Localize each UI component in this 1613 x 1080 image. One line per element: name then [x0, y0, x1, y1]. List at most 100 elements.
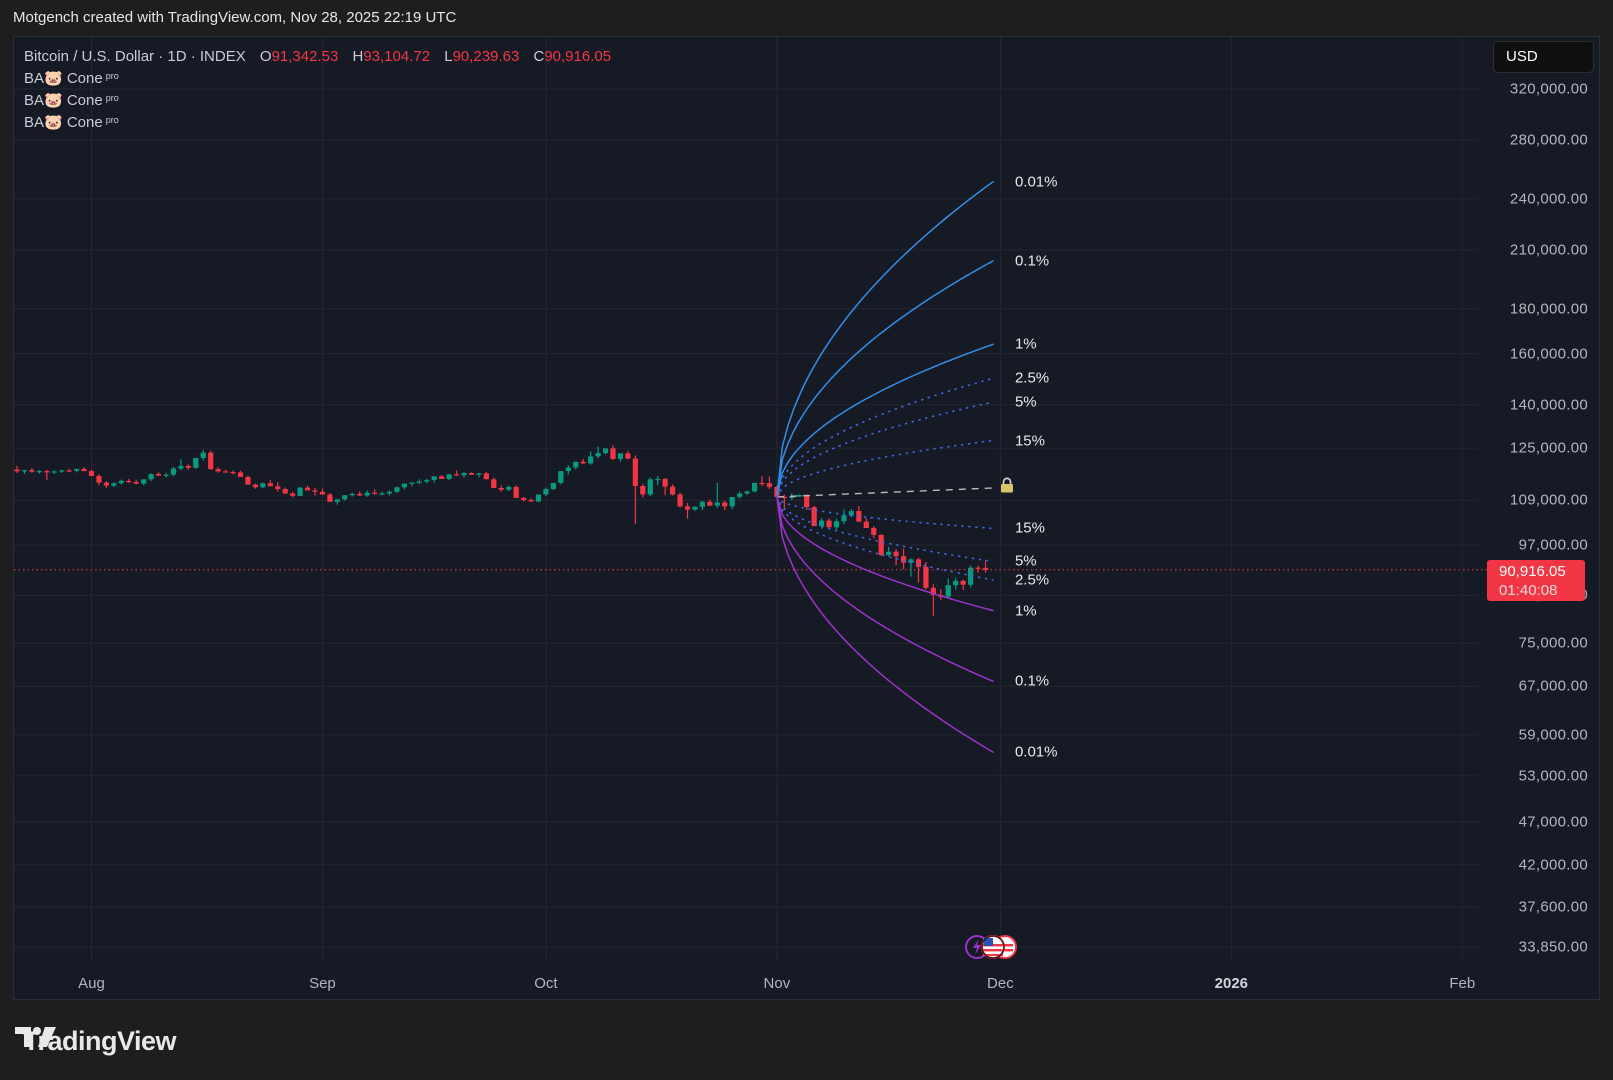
price-axis-label: 53,000.00	[1518, 767, 1588, 785]
candle-body	[29, 470, 35, 472]
lower-cone-line	[776, 496, 994, 612]
lower-cone-line	[776, 496, 994, 753]
chart-pane[interactable]	[13, 36, 1600, 1000]
candle-body	[833, 521, 840, 528]
price-axis-label: 140,000.00	[1509, 396, 1588, 414]
candle-body	[461, 473, 467, 476]
price-axis-label: 280,000.00	[1509, 131, 1588, 149]
price-axis-label: 67,000.00	[1518, 677, 1588, 695]
high-label: H	[352, 48, 364, 65]
high-value: 93,104.72	[363, 48, 431, 65]
candle-body	[446, 474, 452, 479]
symbol-legend-row[interactable]: Bitcoin / U.S. Dollar · 1D · INDEX O91,3…	[24, 46, 611, 68]
candle-body	[640, 485, 646, 495]
candle-body	[372, 492, 378, 494]
indicator-legend-row[interactable]: BA🐷 Cone pro	[24, 112, 611, 134]
cone-median-line	[776, 487, 993, 498]
candle-body	[349, 493, 355, 496]
candle-body	[118, 480, 124, 484]
candle-body	[133, 481, 139, 484]
candle-body	[647, 479, 653, 495]
candle-body	[230, 472, 236, 474]
economic-events-markers[interactable]	[965, 933, 1031, 961]
candle-body	[260, 483, 266, 488]
close-label: C	[533, 48, 545, 65]
candle-body	[111, 483, 117, 486]
candle-body	[394, 487, 400, 492]
close-value: 90,916.05	[544, 48, 612, 65]
candle-body	[185, 465, 191, 468]
time-axis-label: Nov	[763, 975, 791, 992]
candle-body	[528, 500, 534, 502]
candle-body	[759, 482, 765, 485]
indicator-name: BA🐷 Cone	[24, 70, 103, 87]
candle-body	[96, 475, 102, 483]
candle-body	[103, 482, 109, 486]
candle-body	[945, 585, 951, 597]
indicator-legend-row[interactable]: BA🐷 Cone pro	[24, 90, 611, 112]
candle-body	[163, 474, 169, 476]
candle-body	[439, 476, 445, 479]
candle-body	[148, 474, 154, 480]
price-axis-label: 210,000.00	[1509, 241, 1588, 259]
candle-body	[51, 471, 57, 473]
candle-body	[126, 480, 132, 483]
candle-body	[848, 511, 854, 516]
candle-body	[714, 502, 720, 506]
indicator-name: BA🐷 Cone	[24, 114, 103, 131]
cone-percentile-label: 1%	[1014, 602, 1037, 620]
candle-body	[908, 559, 914, 563]
upper-cone-line	[776, 439, 994, 498]
cone-percentile-label: 5%	[1014, 393, 1037, 411]
candle-body	[900, 556, 907, 563]
candle-body	[290, 493, 296, 496]
indicator-legend-row[interactable]: BA🐷 Cone pro	[24, 68, 611, 90]
candle-body	[841, 515, 847, 522]
candle-body	[491, 479, 497, 488]
candle-body	[789, 496, 795, 498]
candle-body	[36, 471, 42, 473]
candle-body	[871, 528, 877, 535]
price-axis-label: 33,850.00	[1518, 938, 1588, 956]
currency-button[interactable]: USD	[1493, 41, 1594, 73]
candle-body	[796, 494, 802, 497]
tradingview-logo[interactable]: TradingView	[15, 1025, 177, 1057]
pro-badge: pro	[105, 93, 119, 103]
indicator-name: BA🐷 Cone	[24, 92, 103, 109]
candle-body	[535, 494, 542, 502]
upper-cone-line	[776, 401, 994, 498]
candle-body	[565, 467, 571, 472]
us-flag-event-icon[interactable]	[981, 935, 1005, 959]
candle-body	[364, 492, 370, 496]
tradingview-logo-icon	[15, 1027, 56, 1047]
candle-body	[617, 453, 624, 459]
candle-body	[982, 567, 989, 570]
candle-body	[960, 580, 966, 585]
candle-body	[170, 468, 177, 475]
cone-percentile-label: 15%	[1014, 519, 1045, 537]
candle-body	[327, 494, 333, 502]
candle-body	[401, 483, 407, 488]
candle-body	[953, 580, 959, 586]
candle-body	[252, 484, 258, 488]
candle-body	[319, 491, 326, 495]
price-axis-label: 42,000.00	[1518, 856, 1588, 874]
candle-body	[826, 520, 832, 528]
last-price: 90,916.05	[1499, 563, 1566, 580]
candle-body	[282, 489, 288, 494]
open-value: 91,342.53	[271, 48, 339, 65]
candle-body	[88, 471, 95, 476]
lower-cone-line	[776, 496, 994, 563]
candle-body	[521, 497, 527, 501]
candle-body	[453, 474, 460, 476]
cone-percentile-label: 0.1%	[1014, 672, 1050, 690]
candle-body	[811, 507, 817, 527]
candle-body	[670, 486, 676, 495]
price-axis-label: 240,000.00	[1509, 190, 1588, 208]
candle-body	[81, 468, 87, 472]
candle-body	[886, 551, 892, 555]
candle-body	[602, 448, 609, 454]
price-axis-label: 109,000.00	[1509, 491, 1588, 509]
lower-cone-line	[776, 496, 994, 682]
